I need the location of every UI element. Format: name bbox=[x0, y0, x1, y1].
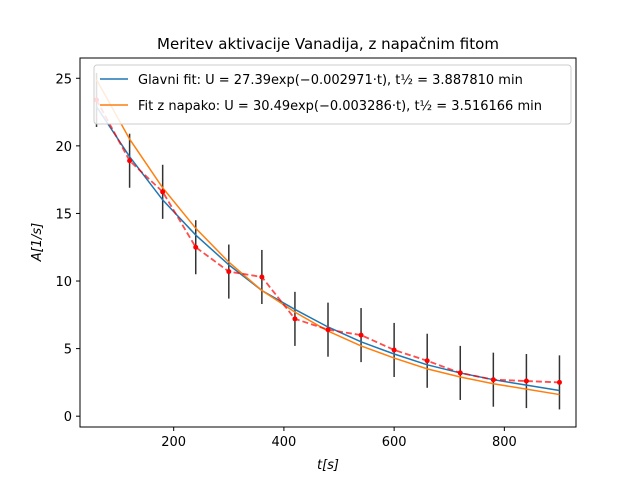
measurement-point bbox=[358, 332, 364, 338]
measurement-point bbox=[391, 347, 397, 353]
legend: Glavni fit: U = 27.39exp(−0.002971·t), t… bbox=[93, 64, 572, 125]
measurement-point bbox=[424, 358, 430, 364]
y-axis-label: A[1/s] bbox=[30, 223, 45, 262]
measurement-point bbox=[292, 316, 298, 322]
y-tick-label: 0 bbox=[64, 410, 72, 425]
y-tick-label: 25 bbox=[55, 72, 72, 87]
y-tick-label: 20 bbox=[55, 140, 72, 155]
x-tick-label: 600 bbox=[382, 435, 407, 450]
measurement-point bbox=[259, 274, 265, 280]
y-tick-label: 5 bbox=[64, 343, 72, 358]
y-tick-label: 15 bbox=[55, 207, 72, 222]
plot-area bbox=[94, 72, 562, 410]
measurement-point bbox=[523, 378, 529, 384]
x-tick-label: 200 bbox=[161, 435, 186, 450]
measurement-point bbox=[193, 244, 199, 250]
chart-title: Meritev aktivacije Vanadija, z napačnim … bbox=[157, 35, 499, 53]
measurement-point bbox=[160, 189, 166, 195]
measurement-point bbox=[226, 269, 232, 275]
legend-entry: Glavni fit: U = 27.39exp(−0.002971·t), t… bbox=[138, 73, 523, 88]
measurement-point bbox=[127, 158, 133, 164]
y-tick-label: 10 bbox=[55, 275, 72, 290]
x-axis-label: t[s] bbox=[317, 458, 339, 473]
x-tick-label: 800 bbox=[492, 435, 517, 450]
measurement-line bbox=[95, 99, 560, 384]
legend-box bbox=[93, 64, 572, 125]
measurement-point bbox=[490, 377, 496, 383]
plot-frame bbox=[79, 57, 577, 428]
legend-entry: Fit z napako: U = 30.49exp(−0.003286·t),… bbox=[138, 99, 542, 114]
axes: 200 400 600 800 0 5 10 15 20 25 bbox=[55, 57, 577, 450]
measurement-point bbox=[556, 379, 562, 385]
measurement-point bbox=[457, 370, 463, 376]
measurement-point bbox=[325, 327, 331, 333]
x-tick-label: 400 bbox=[271, 435, 296, 450]
